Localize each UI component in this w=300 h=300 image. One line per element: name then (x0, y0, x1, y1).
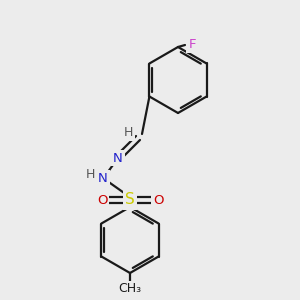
Text: CH₃: CH₃ (118, 283, 142, 296)
Text: H: H (123, 127, 133, 140)
Text: F: F (188, 38, 196, 52)
Text: O: O (153, 194, 163, 206)
Text: O: O (97, 194, 107, 206)
Text: N: N (98, 172, 108, 184)
Text: S: S (125, 193, 135, 208)
Text: N: N (113, 152, 123, 164)
Text: H: H (85, 169, 95, 182)
